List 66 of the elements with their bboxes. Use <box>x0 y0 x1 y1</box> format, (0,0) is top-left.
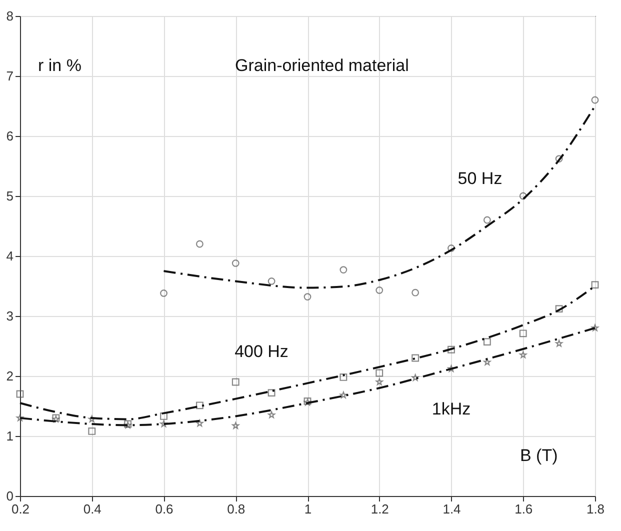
point <box>483 338 491 346</box>
point <box>196 420 204 427</box>
point <box>483 216 491 224</box>
text: Grain-oriented material <box>235 56 409 75</box>
point <box>376 369 384 377</box>
point <box>268 277 276 285</box>
point <box>340 373 348 381</box>
x-tick-label: 0.6 <box>155 502 174 516</box>
point <box>88 427 96 435</box>
point <box>591 96 599 104</box>
y-axis-title: r in % <box>38 56 82 75</box>
point <box>448 244 455 252</box>
point <box>412 288 420 296</box>
point <box>519 192 527 200</box>
point <box>268 389 276 397</box>
annotation: 400 Hz <box>234 342 288 361</box>
point <box>16 390 24 398</box>
point <box>556 340 563 347</box>
y-tick-label: 2 <box>6 368 14 384</box>
y-tick-label: 3 <box>6 308 14 324</box>
line-series <box>162 105 596 289</box>
point <box>196 402 204 410</box>
point <box>232 378 240 386</box>
point <box>232 422 240 429</box>
point <box>376 378 383 386</box>
point <box>555 155 563 163</box>
point <box>160 420 168 428</box>
y-tick-label: 7 <box>6 68 14 84</box>
point <box>196 240 204 248</box>
annotation: 1kHz <box>432 400 471 419</box>
point <box>412 354 420 362</box>
x-axis-title: B (T) <box>520 446 558 465</box>
x-tick-label: 0.4 <box>83 502 102 516</box>
y-tick-label: 0 <box>6 488 14 504</box>
point <box>160 289 168 297</box>
point <box>448 346 455 354</box>
point <box>16 414 24 422</box>
point <box>520 351 527 358</box>
y-tick-label: 1 <box>6 428 14 444</box>
point <box>160 412 168 420</box>
point <box>340 266 348 274</box>
x-tick-label: 0.8 <box>227 502 246 516</box>
point <box>412 374 419 381</box>
point <box>591 281 599 289</box>
y-tick-label: 8 <box>6 8 14 24</box>
point <box>448 365 455 372</box>
y-tick-label: 6 <box>6 128 14 144</box>
y-tick-label: 4 <box>6 248 14 264</box>
annotation: 50 Hz <box>458 169 502 188</box>
x-tick-label: 0.2 <box>11 502 30 516</box>
point <box>591 324 599 332</box>
point <box>304 293 312 301</box>
point <box>484 358 491 366</box>
x-tick-label: 1.4 <box>442 502 461 516</box>
point <box>232 259 240 267</box>
point <box>376 286 384 294</box>
x-tick-label: 1.2 <box>370 502 389 516</box>
x-tick-label: 1.8 <box>586 502 605 516</box>
x-tick-label: 1.6 <box>514 502 533 516</box>
point <box>555 305 563 313</box>
point <box>340 391 347 398</box>
y-tick-label: 5 <box>6 188 14 204</box>
point <box>268 411 276 418</box>
point <box>519 330 527 338</box>
point <box>88 415 96 422</box>
x-tick-label: 1 <box>304 502 312 516</box>
